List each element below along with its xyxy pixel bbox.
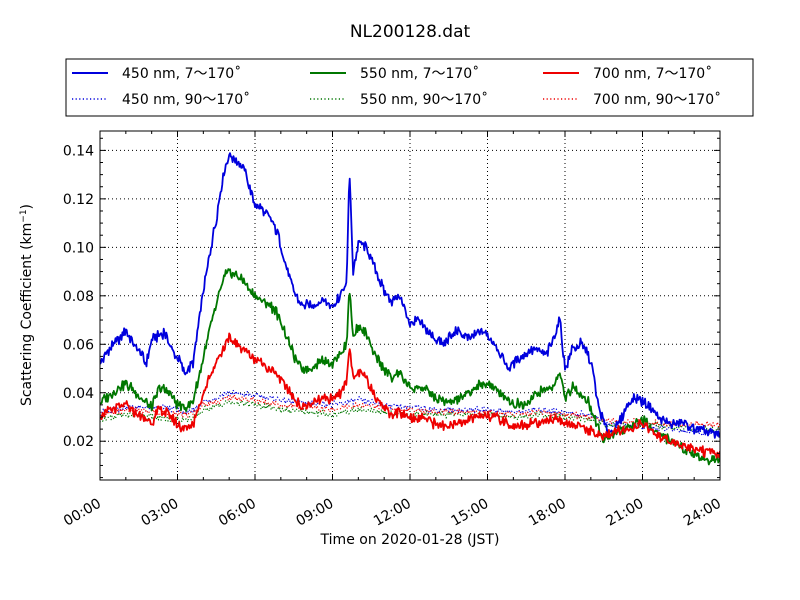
legend-label: 700 nm, 90～170˚ bbox=[593, 91, 721, 108]
legend: 450 nm, 7～170˚ 450 nm, 90～170˚ 550 nm, 7～1… bbox=[65, 58, 754, 117]
y-tick-label: 0.04 bbox=[63, 386, 94, 402]
x-tick-label: 18:00 bbox=[526, 496, 569, 530]
y-tick-label: 0.06 bbox=[63, 337, 94, 353]
x-tick-label: 12:00 bbox=[371, 496, 414, 530]
x-tick-label: 21:00 bbox=[604, 496, 647, 530]
y-tick-label: 0.14 bbox=[63, 143, 94, 159]
x-tick-label: 15:00 bbox=[449, 496, 492, 530]
x-axis-label: Time on 2020-01-28 (JST) bbox=[320, 532, 500, 548]
x-tick-label: 03:00 bbox=[139, 496, 182, 530]
series-line bbox=[100, 394, 720, 428]
y-axis-label-sup: −1 bbox=[19, 209, 29, 222]
y-axis-label-close: ) bbox=[19, 204, 35, 209]
y-axis-label-main: Scattering Coefficient (km bbox=[19, 223, 35, 406]
x-tick-label: 00:00 bbox=[61, 496, 104, 530]
series-line bbox=[100, 389, 720, 438]
legend-label: 550 nm, 90～170˚ bbox=[360, 91, 488, 108]
legend-label: 700 nm, 7～170˚ bbox=[593, 65, 712, 82]
y-tick-label: 0.02 bbox=[63, 434, 94, 450]
series-lines bbox=[100, 152, 720, 466]
y-axis-label: Scattering Coefficient (km−1) bbox=[19, 204, 35, 406]
series-line bbox=[100, 268, 720, 466]
x-tick-label: 09:00 bbox=[294, 496, 337, 530]
y-tick-label: 0.10 bbox=[63, 240, 94, 256]
legend-label: 550 nm, 7～170˚ bbox=[360, 65, 479, 82]
series-line bbox=[100, 152, 720, 439]
legend-label: 450 nm, 90～170˚ bbox=[122, 91, 250, 108]
grid-lines bbox=[100, 131, 720, 480]
x-tick-label: 24:00 bbox=[681, 496, 724, 530]
x-tick-label: 06:00 bbox=[216, 496, 259, 530]
y-tick-label: 0.08 bbox=[63, 289, 94, 305]
legend-label: 450 nm, 7～170˚ bbox=[122, 65, 241, 82]
y-tick-label: 0.12 bbox=[63, 192, 94, 208]
chart-title: NL200128.dat bbox=[350, 22, 471, 42]
series-line bbox=[100, 332, 720, 459]
legend-box bbox=[65, 58, 754, 117]
